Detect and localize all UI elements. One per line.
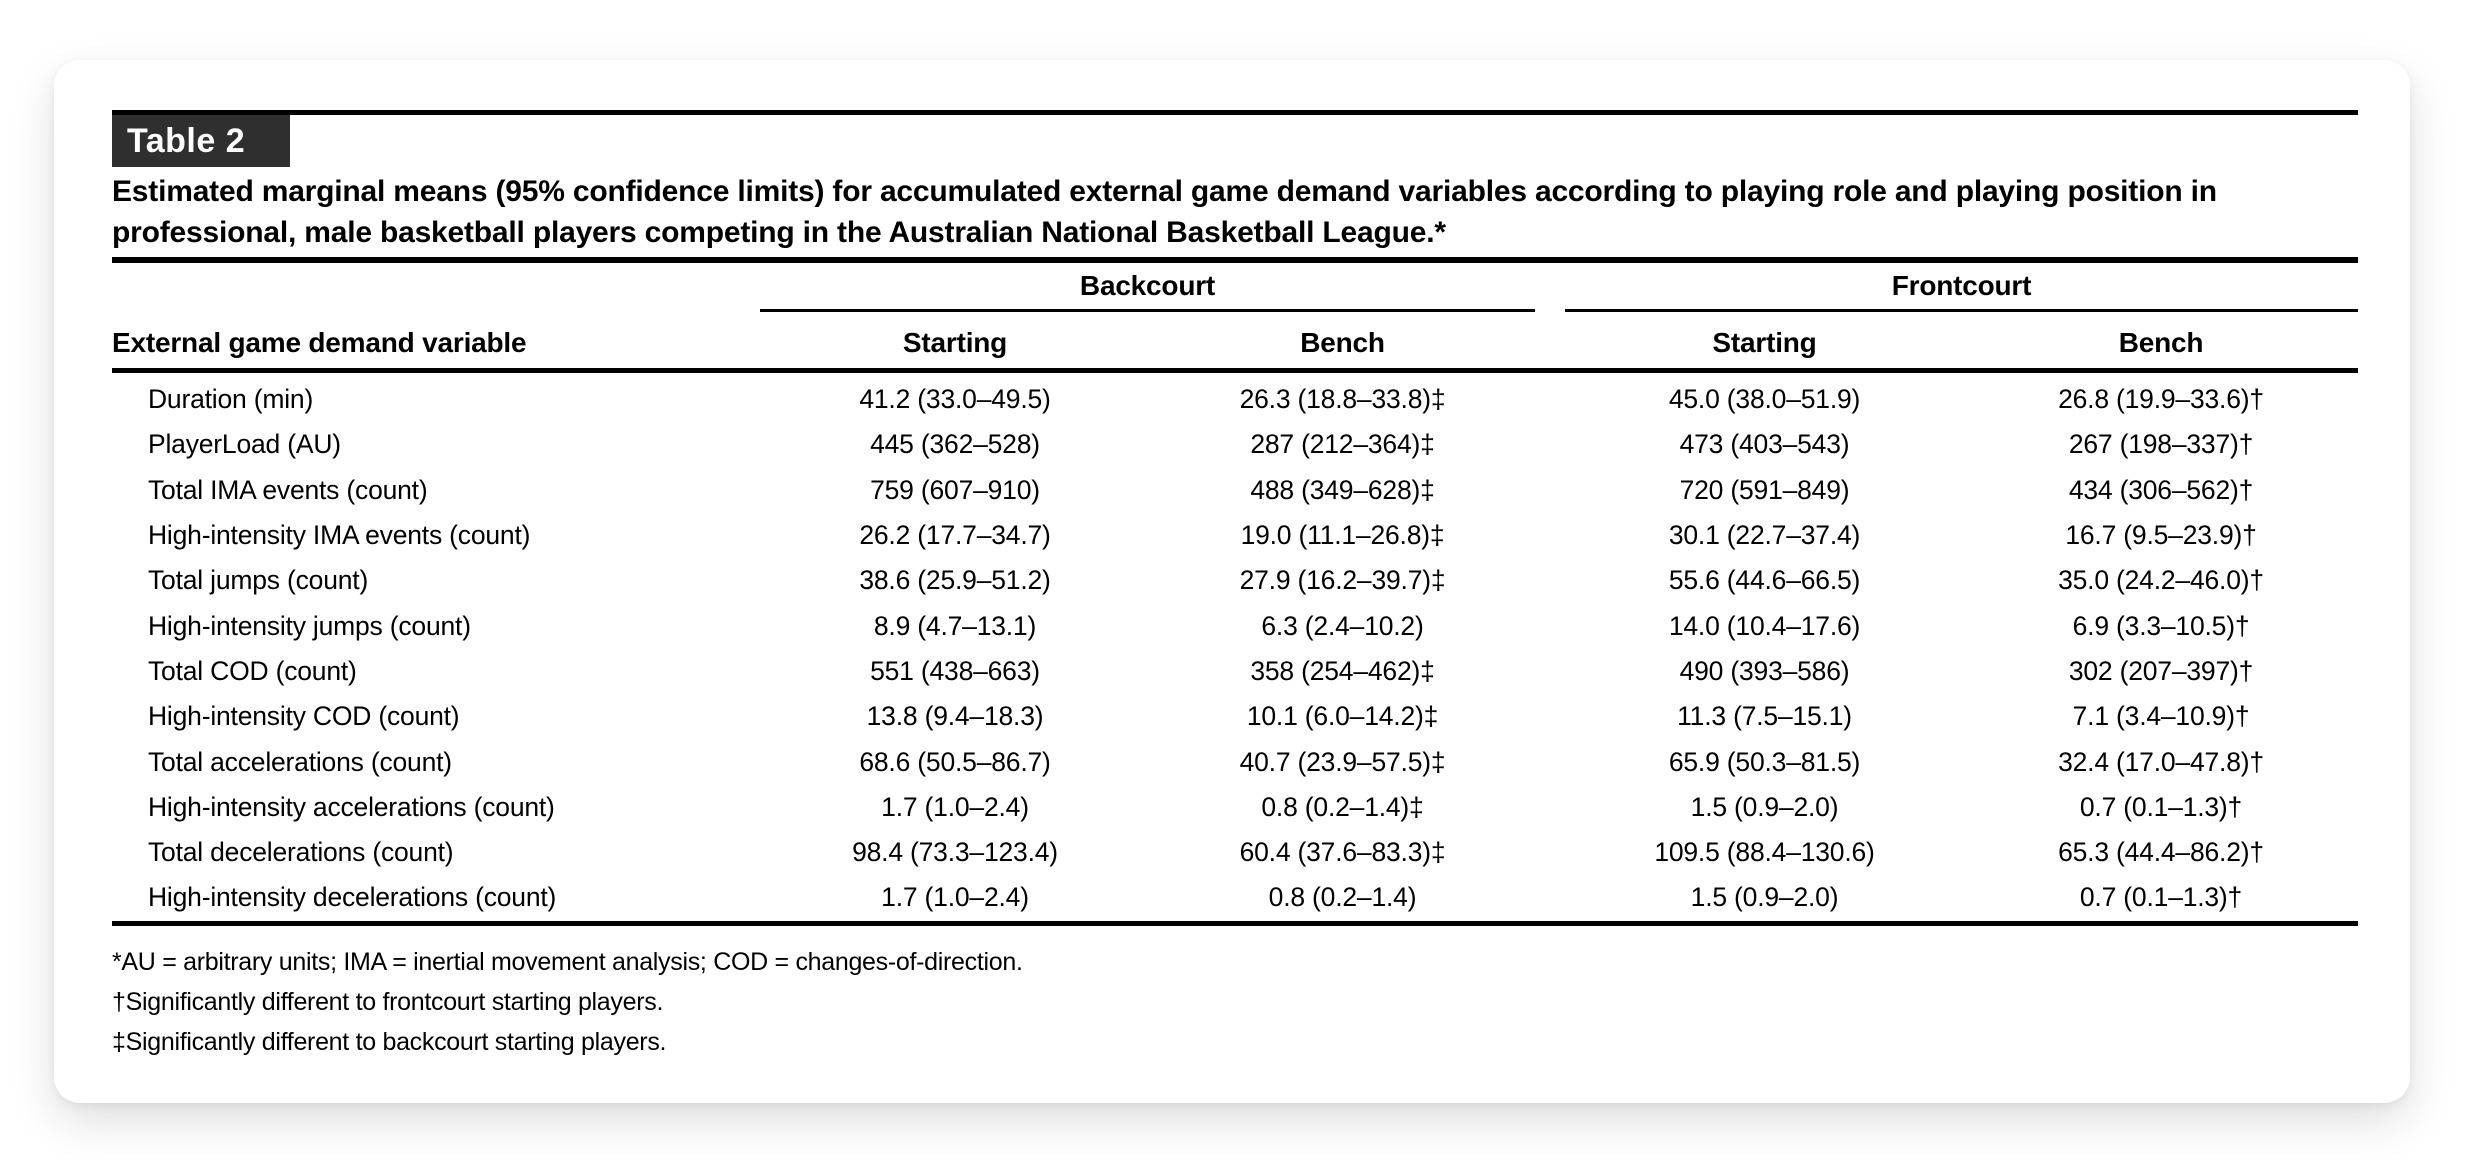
cell-value: 720 (591–849) xyxy=(1679,474,1850,505)
row-label: High-intensity COD (count) xyxy=(148,701,460,732)
cell-value: 109.5 (88.4–130.6) xyxy=(1654,837,1875,868)
cell-value: 26.3 (18.8–33.8)‡ xyxy=(1239,384,1446,415)
cell-value: 19.0 (11.1–26.8)‡ xyxy=(1240,520,1445,551)
cell-value: 35.0 (24.2–46.0)† xyxy=(2058,565,2264,596)
backcourt-span-rule xyxy=(760,309,1535,312)
cell-value: 490 (393–586) xyxy=(1679,655,1850,686)
group-header-row: Backcourt Frontcourt xyxy=(112,263,2358,309)
table-top-rule xyxy=(112,110,2358,115)
cell-value: 302 (207–397)† xyxy=(2068,655,2254,686)
cell-value: 7.1 (3.4–10.9)† xyxy=(2072,701,2250,732)
cell-value: 1.5 (0.9–2.0) xyxy=(1690,882,1839,913)
table-row: Duration (min) 41.2 (33.0–49.5) 26.3 (18… xyxy=(112,377,2358,422)
cell-value: 0.7 (0.1–1.3)† xyxy=(2079,882,2243,913)
cell-value: 41.2 (33.0–49.5) xyxy=(859,384,1051,415)
table-row: High-intensity IMA events (count) 26.2 (… xyxy=(112,513,2358,558)
cell-value: 445 (362–528) xyxy=(870,429,1040,460)
title-bottom-rule xyxy=(112,257,2358,263)
table-row: Total COD (count) 551 (438–663) 358 (254… xyxy=(112,649,2358,694)
footnote-double-dagger: ‡Significantly different to backcourt st… xyxy=(112,1027,667,1056)
paper-table-card: Table 2 Estimated marginal means (95% co… xyxy=(54,60,2410,1103)
table-row: Total decelerations (count) 98.4 (73.3–1… xyxy=(112,830,2358,875)
row-label: Total accelerations (count) xyxy=(148,746,452,777)
cell-value: 60.4 (37.6–83.3)‡ xyxy=(1239,837,1446,868)
table-bottom-rule xyxy=(112,920,2358,926)
row-label: High-intensity IMA events (count) xyxy=(148,520,531,551)
cell-value: 488 (349–628)‡ xyxy=(1250,474,1435,505)
cell-value: 65.3 (44.4–86.2)† xyxy=(2058,837,2264,868)
row-label: Total jumps (count) xyxy=(148,565,369,596)
cell-value: 27.9 (16.2–39.7)‡ xyxy=(1239,565,1446,596)
frontcourt-bench-header: Bench xyxy=(2118,327,2204,358)
table-row: High-intensity decelerations (count) 1.7… xyxy=(112,875,2358,920)
cell-value: 38.6 (25.9–51.2) xyxy=(859,565,1051,596)
cell-value: 0.8 (0.2–1.4) xyxy=(1268,882,1417,913)
column-header-row: External game demand variable Starting B… xyxy=(112,312,2358,368)
footnotes: *AU = arbitrary units; IMA = inertial mo… xyxy=(112,942,2358,1062)
row-label: High-intensity jumps (count) xyxy=(148,610,471,641)
frontcourt-starting-header: Starting xyxy=(1712,327,1817,358)
row-label: PlayerLoad (AU) xyxy=(148,429,341,460)
cell-value: 55.6 (44.6–66.5) xyxy=(1668,565,1861,596)
row-label: High-intensity accelerations (count) xyxy=(148,791,555,822)
backcourt-bench-header: Bench xyxy=(1300,327,1385,358)
group-span-rules xyxy=(112,309,2358,312)
cell-value: 0.7 (0.1–1.3)† xyxy=(2079,791,2243,822)
footnote-dagger: †Significantly different to frontcourt s… xyxy=(112,987,664,1016)
row-label: High-intensity decelerations (count) xyxy=(148,882,557,913)
cell-value: 434 (306–562)† xyxy=(2068,474,2254,505)
cell-value: 30.1 (22.7–37.4) xyxy=(1668,520,1861,551)
cell-value: 13.8 (9.4–18.3) xyxy=(866,701,1044,732)
cell-value: 1.5 (0.9–2.0) xyxy=(1690,791,1839,822)
table-row: High-intensity accelerations (count) 1.7… xyxy=(112,785,2358,830)
cell-value: 8.9 (4.7–13.1) xyxy=(873,610,1037,641)
table-content: Table 2 Estimated marginal means (95% co… xyxy=(112,60,2358,1062)
cell-value: 40.7 (23.9–57.5)‡ xyxy=(1239,746,1446,777)
cell-value: 65.9 (50.3–81.5) xyxy=(1668,746,1861,777)
table-body: Duration (min) 41.2 (33.0–49.5) 26.3 (18… xyxy=(112,373,2358,921)
table-row: Total jumps (count) 38.6 (25.9–51.2) 27.… xyxy=(112,558,2358,603)
table-row: High-intensity COD (count) 13.8 (9.4–18.… xyxy=(112,694,2358,739)
cell-value: 68.6 (50.5–86.7) xyxy=(859,746,1051,777)
cell-value: 45.0 (38.0–51.9) xyxy=(1668,384,1861,415)
table-number-badge: Table 2 xyxy=(112,115,290,167)
cell-value: 11.3 (7.5–15.1) xyxy=(1677,701,1852,732)
table-title: Estimated marginal means (95% confidence… xyxy=(112,175,2217,249)
cell-value: 14.0 (10.4–17.6) xyxy=(1668,610,1861,641)
cell-value: 551 (438–663) xyxy=(870,655,1040,686)
header-bottom-rule xyxy=(112,368,2358,373)
cell-value: 1.7 (1.0–2.4) xyxy=(881,791,1029,822)
row-label: Total decelerations (count) xyxy=(148,837,454,868)
footnote-abbreviations: *AU = arbitrary units; IMA = inertial mo… xyxy=(112,947,1023,976)
table-row: Total IMA events (count) 759 (607–910) 4… xyxy=(112,468,2358,513)
cell-value: 759 (607–910) xyxy=(870,474,1040,505)
table-row: High-intensity jumps (count) 8.9 (4.7–13… xyxy=(112,603,2358,648)
cell-value: 0.8 (0.2–1.4)‡ xyxy=(1261,791,1424,822)
cell-value: 267 (198–337)† xyxy=(2068,429,2254,460)
row-label: Total IMA events (count) xyxy=(148,474,428,505)
cell-value: 473 (403–543) xyxy=(1679,429,1850,460)
cell-value: 6.3 (2.4–10.2) xyxy=(1261,610,1424,641)
backcourt-starting-header: Starting xyxy=(902,327,1008,358)
variable-column-header: External game demand variable xyxy=(112,327,527,358)
cell-value: 26.8 (19.9–33.6)† xyxy=(2058,384,2264,415)
cell-value: 16.7 (9.5–23.9)† xyxy=(2065,520,2257,551)
group-header-backcourt: Backcourt xyxy=(1079,270,1216,301)
cell-value: 98.4 (73.3–123.4) xyxy=(852,837,1058,868)
table-row: Total accelerations (count) 68.6 (50.5–8… xyxy=(112,739,2358,784)
cell-value: 26.2 (17.7–34.7) xyxy=(859,520,1051,551)
table-row: PlayerLoad (AU) 445 (362–528) 287 (212–3… xyxy=(112,422,2358,467)
group-header-frontcourt: Frontcourt xyxy=(1891,270,2032,301)
cell-value: 358 (254–462)‡ xyxy=(1250,655,1435,686)
frontcourt-span-rule xyxy=(1565,309,2358,312)
row-label: Duration (min) xyxy=(148,384,314,415)
cell-value: 6.9 (3.3–10.5)† xyxy=(2072,610,2250,641)
cell-value: 32.4 (17.0–47.8)† xyxy=(2058,746,2264,777)
cell-value: 10.1 (6.0–14.2)‡ xyxy=(1246,701,1439,732)
cell-value: 1.7 (1.0–2.4) xyxy=(881,882,1029,913)
cell-value: 287 (212–364)‡ xyxy=(1250,429,1435,460)
row-label: Total COD (count) xyxy=(148,655,357,686)
